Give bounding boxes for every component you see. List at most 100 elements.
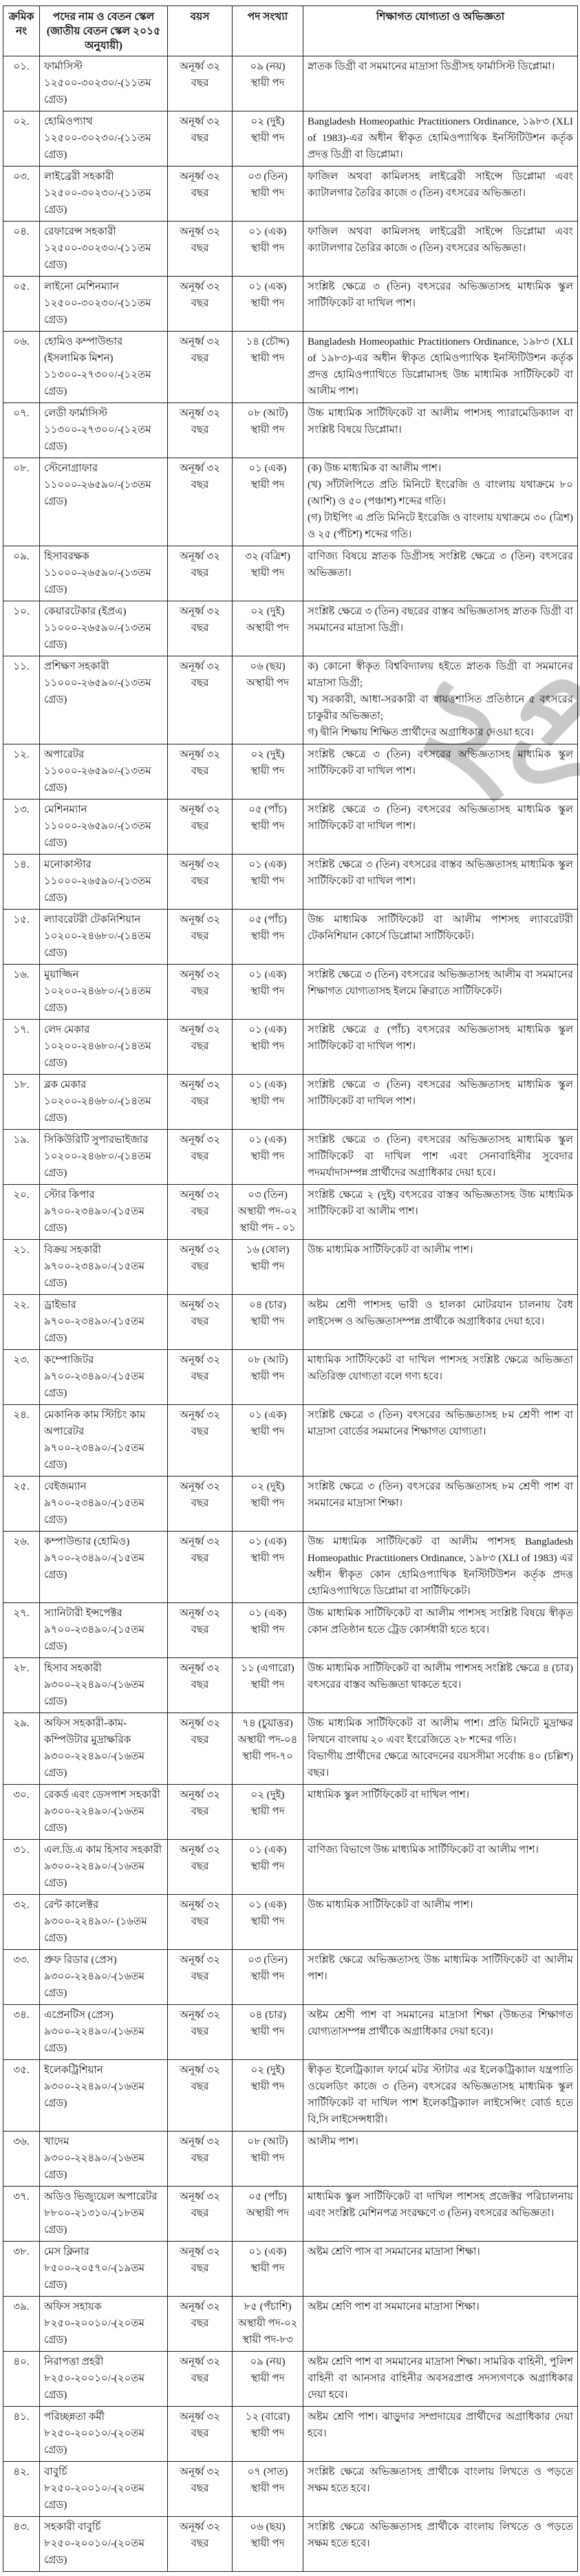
- post-count-cell: ০১ (এক) স্থায়ী পদ: [232, 458, 303, 546]
- post-and-scale-cell: মুয়াজ্জিন ১০২০০-২৪৬৮০/-(১৪তম গ্রেড): [39, 964, 168, 1020]
- qualification-cell: অষ্টম শ্রেণি পাশ। ঝাড়ুদার সম্প্রদায়ের …: [303, 2406, 578, 2462]
- serial-cell: ১৮.: [3, 1074, 40, 1130]
- header-row: ক্রমিক নং পদের নাম ও বেতন স্কেল (জাতীয় …: [3, 6, 578, 56]
- serial-cell: ২৪.: [3, 1404, 40, 1477]
- post-count-cell: ০১ (এক) স্থায়ী পদ: [232, 1839, 303, 1895]
- serial-cell: ২৫.: [3, 1476, 40, 1532]
- post-and-scale-cell: লেডী ফার্মাসিস্ট ১১৩০০-২৭৩০০/-(১২তম গ্রে…: [39, 402, 168, 458]
- serial-cell: ৩২.: [3, 1894, 40, 1950]
- post-count-cell: ০১ (এক) স্থায়ী পদ: [232, 854, 303, 910]
- table-row: ৩৮. মেস ক্লিনার ৮৫০০-২০৫৭০/-(১৯তম গ্রেড)…: [3, 2241, 578, 2297]
- table-row: ২০. স্টোর কিপার ৯৭০০-২৩৪৯০/-(১৫তম গ্রেড)…: [3, 1184, 578, 1240]
- qualification-cell: সংশ্লিষ্ট ক্ষেত্রে ৩ (তিন) বৎসরের অভিজ্ঞ…: [303, 744, 578, 799]
- serial-cell: ০৪.: [3, 221, 40, 277]
- post-count-cell: ০৭ (সাত) স্থায়ী পদ: [232, 2461, 303, 2517]
- qualification-cell: মাধ্যমিক স্কুল সার্টিফিকেট বা দাখিল পাশ।: [303, 1784, 578, 1840]
- serial-cell: ১৬.: [3, 964, 40, 1020]
- serial-cell: ৩৩.: [3, 1949, 40, 2005]
- header-age: বয়স: [167, 6, 233, 56]
- age-cell: অনূর্ধ্ব ৩২ বছর: [167, 799, 233, 855]
- post-count-cell: ০৩ (তিন) স্থায়ী পদ: [232, 1949, 303, 2005]
- post-and-scale-cell: কেয়ারটেকার (ইপ্রএ) ১১০০০-২৬৫৯০/-(১৩তম গ…: [39, 601, 168, 656]
- table-row: ০১. ফার্মাসিস্ট ১২৫০০-৩০২৩০/-(১১তম গ্রেড…: [3, 56, 578, 111]
- table-row: ০২. হোমিওপ্যাথ ১২৫০০-৩০২৩০/-(১১তম গ্রেড)…: [3, 111, 578, 167]
- table-row: ০৯. হিসাবরক্ষক ১১০০০-২৬৫৯০/-(১৩তম গ্রেড)…: [3, 546, 578, 601]
- table-row: ২২. ড্রাইভার ৯৭০০-২৩৪৯০/-(১৫তম গ্রেড) অন…: [3, 1294, 578, 1350]
- age-cell: অনূর্ধ্ব ৩২ বছর: [167, 1404, 233, 1477]
- age-cell: অনূর্ধ্ব ৩২ বছর: [167, 221, 233, 277]
- post-and-scale-cell: ফার্মাসিস্ট ১২৫০০-৩০২৩০/-(১১তম গ্রেড): [39, 56, 168, 111]
- age-cell: অনূর্ধ্ব ৩২ বছর: [167, 1784, 233, 1840]
- table-row: ৩২. রেন্ট কালেক্টর ৯৩০০-২২৪৯০/- (১৬তম গ্…: [3, 1894, 578, 1950]
- qualification-cell: (ক) উচ্চ মাধ্যমিক বা আলীম পাশ। (খ) সাঁটল…: [303, 458, 578, 546]
- qualification-cell: বাণিজ্য বিষয়ে স্নাতক ডিগ্রীসহ সংশ্লিষ্ট…: [303, 546, 578, 601]
- serial-cell: ৪২.: [3, 2461, 40, 2517]
- post-count-cell: ০১ (এক) স্থায়ী পদ: [232, 1404, 303, 1477]
- serial-cell: ২২.: [3, 1294, 40, 1350]
- serial-cell: ১৩.: [3, 799, 40, 855]
- age-cell: অনূর্ধ্ব ৩২ বছর: [167, 2241, 233, 2297]
- serial-cell: ৩০.: [3, 1784, 40, 1840]
- post-and-scale-cell: এপ্রেনটিস (প্রেস) ৯৩০০-২২৪৯০/-(১৬তম গ্রে…: [39, 2004, 168, 2060]
- qualification-cell: উচ্চ মাধ্যমিক সার্টিফিকেট বা আলীম পাশ।: [303, 1894, 578, 1950]
- qualification-cell: ফাজিল অথবা কামিলসহ লাইব্রেরী সাইন্সে ডিপ…: [303, 221, 578, 277]
- post-and-scale-cell: হিসাব সহকারী ৯৩০০-২২৪৯০/-(১৬তম গ্রেড): [39, 1657, 168, 1713]
- qualification-cell: বাণিজ্য বিভাগে উচ্চ মাধ্যমিক সার্টিফিকেট…: [303, 1839, 578, 1895]
- qualification-cell: স্নাতক ডিগ্রী বা সমমানের মাদ্রাসা ডিগ্রী…: [303, 56, 578, 111]
- age-cell: অনূর্ধ্ব ৩২ বছর: [167, 1476, 233, 1532]
- qualification-cell: Bangladesh Homeopathic Practitioners Ord…: [303, 111, 578, 167]
- post-count-cell: ৭৪ (চুয়াত্তর) অস্থায়ী পদ-০৪ স্থায়ী পদ…: [232, 1713, 303, 1785]
- post-count-cell: ০৪ (চার) স্থায়ী পদ: [232, 1294, 303, 1350]
- age-cell: অনূর্ধ্ব ৩২ বছর: [167, 744, 233, 799]
- serial-cell: ৩৬.: [3, 2131, 40, 2187]
- age-cell: অনূর্ধ্ব ৩২ বছর: [167, 1019, 233, 1075]
- table-row: ১১. প্রশিক্ষণ সহকারী ১১০০০-২৬৫৯০/-(১৩তম …: [3, 656, 578, 744]
- post-and-scale-cell: লাইনো মেশিনম্যান ১২৫০০-৩০২৩০/-(১১তম গ্রে…: [39, 276, 168, 332]
- post-and-scale-cell: হিসাবরক্ষক ১১০০০-২৬৫৯০/-(১৩তম গ্রেড): [39, 546, 168, 601]
- table-row: ২৫. বেইজম্যান ৯৭০০-২৩৪৯০/-(১৫তম গ্রেড) অ…: [3, 1476, 578, 1532]
- age-cell: অনূর্ধ্ব ৩২ বছর: [167, 331, 233, 403]
- age-cell: অনূর্ধ্ব ৩২ বছর: [167, 1074, 233, 1130]
- post-count-cell: ১৬ (ষোল) স্থায়ী পদ: [232, 1239, 303, 1295]
- post-count-cell: ০৫ (পাঁচ) স্থায়ী পদ: [232, 909, 303, 965]
- table-header: ক্রমিক নং পদের নাম ও বেতন স্কেল (জাতীয় …: [3, 6, 578, 56]
- post-and-scale-cell: রেফারেন্স সহকারী ১২৫০০-৩০২৩০/-(১১তম গ্রে…: [39, 221, 168, 277]
- post-count-cell: ১২ (বারো) স্থায়ী পদ: [232, 2406, 303, 2462]
- job-table: ক্রমিক নং পদের নাম ও বেতন স্কেল (জাতীয় …: [3, 6, 578, 2572]
- post-and-scale-cell: কম্পাউন্ডার (হোমিও) ৯৭০০-২৩৪৯০/-(১৫তম গ্…: [39, 1531, 168, 1603]
- table-row: ০৬. হোমিও কম্পাউন্ডার (ইসলামিক মিশন) ১১৩…: [3, 331, 578, 403]
- table-row: ০৭. লেডী ফার্মাসিস্ট ১১৩০০-২৭৩০০/-(১২তম …: [3, 402, 578, 458]
- age-cell: অনূর্ধ্ব ৩২ বছর: [167, 656, 233, 744]
- post-and-scale-cell: স্টেনোগ্রাফার ১১০০০-২৬৫৯০/-(১৩তম গ্রেড): [39, 458, 168, 546]
- qualification-cell: উচ্চ মাধ্যমিক সার্টিফিকেট বা আলীম পাশসহ …: [303, 1531, 578, 1603]
- post-and-scale-cell: অডিও ভিজ্যুয়েল অপারেটর ৮৮০০-২১৩১০/-(১৮ত…: [39, 2186, 168, 2242]
- serial-cell: ১২.: [3, 744, 40, 799]
- table-row: ৩৫. ইলেকট্রিশিয়ান ৯৩০০-২২৪৯০/-(১৬তম গ্র…: [3, 2059, 578, 2132]
- post-and-scale-cell: লেদ মেকার ১০২০০-২৪৬৮০/-(১৪তম গ্রেড): [39, 1019, 168, 1075]
- age-cell: অনূর্ধ্ব ৩২ বছর: [167, 1349, 233, 1405]
- post-count-cell: ০১ (এক) স্থায়ী পদ: [232, 1894, 303, 1950]
- qualification-cell: সংশ্লিষ্ট ক্ষেত্রে ৩ (তিন) বৎসরের অভিজ্ঞ…: [303, 1129, 578, 1185]
- serial-cell: ১০.: [3, 601, 40, 656]
- post-count-cell: ৩২ (বত্রিশ) স্থায়ী পদ: [232, 546, 303, 601]
- serial-cell: ০২.: [3, 111, 40, 167]
- age-cell: অনূর্ধ্ব ৩২ বছর: [167, 402, 233, 458]
- table-row: ২৩. কম্পোজিটর ৯৭০০-২৩৪৯০/-(১৫তম গ্রেড) অ…: [3, 1349, 578, 1405]
- age-cell: অনূর্ধ্ব ৩২ বছর: [167, 56, 233, 111]
- qualification-cell: সংশ্লিষ্ট ক্ষেত্রে ৩ (তিন) বৎসরের অভিজ্ঞ…: [303, 1404, 578, 1477]
- table-row: ১২. অপারেটর ১১০০০-২৬৫৯০/-(১৩তম গ্রেড) অন…: [3, 744, 578, 799]
- qualification-cell: মাধ্যমিক সার্টিফিকেট বা দাখিল পাশসহ সংশ্…: [303, 1349, 578, 1405]
- table-row: ০৮. স্টেনোগ্রাফার ১১০০০-২৬৫৯০/-(১৩তম গ্র…: [3, 458, 578, 546]
- age-cell: অনূর্ধ্ব ৩২ বছর: [167, 2296, 233, 2352]
- serial-cell: ৩৮.: [3, 2241, 40, 2297]
- qualification-cell: উচ্চ মাধ্যমিক সার্টিফিকেট বা আলীম পাশসহ …: [303, 909, 578, 965]
- post-count-cell: ০১ (এক) স্থায়ী পদ: [232, 221, 303, 277]
- post-and-scale-cell: সহকারী বাবুর্চি ৮২৫০-২০০১০/-(২০তম গ্রেড): [39, 2516, 168, 2572]
- age-cell: অনূর্ধ্ব ৩২ বছর: [167, 2186, 233, 2242]
- table-row: ১৯. সিকিউরিটি সুপারভাইজার ১০২০০-২৪৬৮০/-(…: [3, 1129, 578, 1185]
- qualification-cell: স্বীকৃত ইলেট্রিক্যাল ফার্মে মটর স্টাটার …: [303, 2059, 578, 2132]
- qualification-cell: সংশ্লিষ্ট ক্ষেত্রে অভিজ্ঞতাসহ প্রার্থীকে…: [303, 2516, 578, 2572]
- post-and-scale-cell: খাদেম ৯৩০০-২২৪৯০/-(১৬তম গ্রেড): [39, 2131, 168, 2187]
- qualification-cell: অষ্টম শ্রেণি পাশ বা সমমানের মাদ্রাসা শিক…: [303, 2351, 578, 2407]
